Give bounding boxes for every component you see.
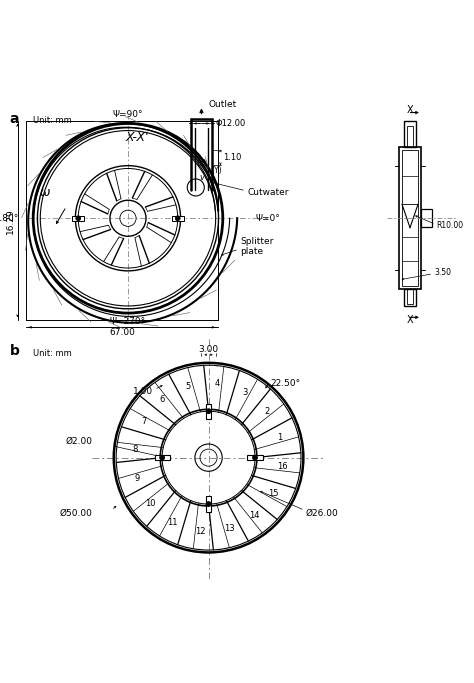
Text: 22.50°: 22.50° xyxy=(271,379,301,388)
Bar xyxy=(72,216,84,221)
Text: 14: 14 xyxy=(249,511,260,520)
Circle shape xyxy=(175,216,180,221)
Text: (Y): (Y) xyxy=(211,167,221,176)
Bar xyxy=(404,121,416,147)
Text: 3: 3 xyxy=(242,388,247,398)
Text: Unit: mm: Unit: mm xyxy=(33,348,72,358)
Text: 4: 4 xyxy=(214,380,219,389)
Bar xyxy=(407,126,413,147)
Circle shape xyxy=(206,502,211,507)
Text: Outlet: Outlet xyxy=(209,100,237,109)
Text: Ψ=180°: Ψ=180° xyxy=(0,214,19,223)
Bar xyxy=(407,290,413,303)
Text: 5: 5 xyxy=(185,382,191,391)
Bar xyxy=(172,216,184,221)
Text: 11: 11 xyxy=(167,518,178,527)
Bar xyxy=(155,455,170,460)
Bar xyxy=(399,147,421,290)
Text: Ψ=0°: Ψ=0° xyxy=(256,214,281,223)
Text: 16.29: 16.29 xyxy=(7,208,15,234)
Text: 6: 6 xyxy=(160,395,165,404)
Text: Unit: mm: Unit: mm xyxy=(33,116,72,126)
Bar xyxy=(247,455,263,460)
Text: 15: 15 xyxy=(268,489,279,498)
Text: 1.10: 1.10 xyxy=(223,153,242,162)
Text: 3.00: 3.00 xyxy=(199,345,219,354)
Text: ω: ω xyxy=(40,186,51,199)
Text: v: v xyxy=(199,173,204,182)
Text: 2: 2 xyxy=(264,407,269,416)
Text: 7: 7 xyxy=(141,417,146,426)
Bar xyxy=(421,209,432,227)
Text: Φ12.00: Φ12.00 xyxy=(216,119,246,128)
Text: Ø2.00: Ø2.00 xyxy=(65,436,92,445)
Text: Ø26.00: Ø26.00 xyxy=(306,509,338,518)
Bar xyxy=(402,150,418,286)
Text: X: X xyxy=(407,315,413,325)
Bar xyxy=(206,497,211,512)
Text: 8: 8 xyxy=(132,445,137,454)
Text: (x): (x) xyxy=(196,159,207,168)
Text: 67.00: 67.00 xyxy=(109,328,135,337)
Text: a: a xyxy=(9,111,19,126)
Text: 16: 16 xyxy=(277,462,288,471)
Text: X-X': X-X' xyxy=(126,131,149,144)
Circle shape xyxy=(206,409,211,413)
Text: Ψ=270°: Ψ=270° xyxy=(110,317,146,326)
Bar xyxy=(404,290,416,306)
Text: 12: 12 xyxy=(195,527,205,536)
Text: 3.50: 3.50 xyxy=(434,268,451,277)
Text: 1.00: 1.00 xyxy=(133,387,154,395)
Circle shape xyxy=(160,456,164,460)
Text: Ψ=90°: Ψ=90° xyxy=(113,110,143,119)
Text: X: X xyxy=(407,104,413,115)
Text: 13: 13 xyxy=(224,525,234,533)
Text: b: b xyxy=(9,344,19,358)
Text: R10.00: R10.00 xyxy=(437,221,464,230)
Text: Ø50.00: Ø50.00 xyxy=(60,509,92,518)
Text: Cutwater: Cutwater xyxy=(247,188,289,197)
Text: Splitter
plate: Splitter plate xyxy=(240,237,273,256)
Circle shape xyxy=(76,216,81,221)
Text: 1: 1 xyxy=(277,433,283,442)
Bar xyxy=(206,404,211,419)
Text: 9: 9 xyxy=(135,473,140,483)
Circle shape xyxy=(253,456,257,460)
Text: 10: 10 xyxy=(145,499,156,508)
